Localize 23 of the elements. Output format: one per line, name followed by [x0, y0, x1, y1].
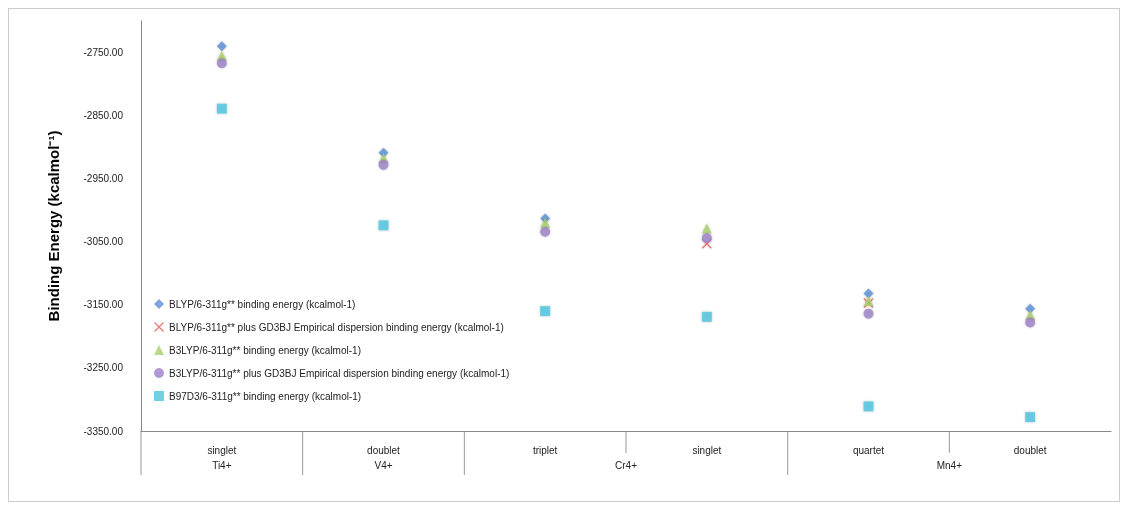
x-tick-label: doublet: [367, 444, 401, 456]
legend-label: BLYP/6-311g** plus GD3BJ Empirical dispersion binding energy (kcalmol-1): [169, 321, 504, 333]
x-tick-label: triplet: [532, 444, 558, 456]
y-tick-label: -2850.00: [83, 110, 124, 122]
y-tick-label: -2750.00: [83, 47, 124, 59]
y-tick-label: -3050.00: [83, 236, 124, 248]
legend-label: BLYP/6-311g** binding energy (kcalmol-1): [169, 298, 356, 310]
y-axis-title: Binding Energy (kcalmol⁻¹): [45, 130, 62, 322]
legend-label: B3LYP/6-311g** binding energy (kcalmol-1): [169, 344, 361, 356]
y-tick-label: -3150.00: [83, 299, 124, 311]
y-tick-label: -3250.00: [83, 362, 124, 374]
x-tick-label: quartet: [852, 444, 885, 456]
text: Ti4+: [212, 459, 232, 471]
x-tick-label: singlet: [692, 444, 722, 456]
text: V4+: [374, 459, 393, 471]
legend-label: B3LYP/6-311g** plus GD3BJ Empirical dispersion binding energy (kcalmol-1): [169, 367, 510, 379]
text: Cr4+: [615, 459, 638, 471]
y-tick-label: -2950.00: [83, 173, 124, 185]
text: Mn4+: [936, 459, 963, 471]
x-tick-label: doublet: [1013, 444, 1047, 456]
legend-label: B97D3/6-311g** binding energy (kcalmol-1): [169, 390, 362, 402]
y-tick-label: -3350.00: [83, 425, 124, 437]
x-tick-label: singlet: [207, 444, 237, 456]
